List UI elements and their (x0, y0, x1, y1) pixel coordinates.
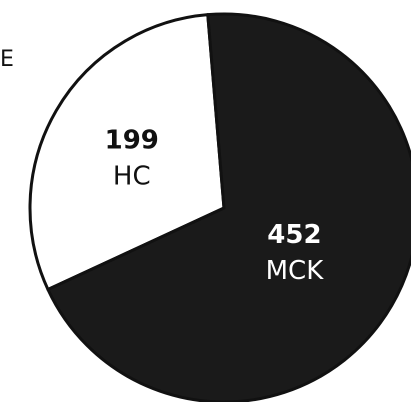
pie-slice-mck (46, 12, 411, 402)
slice-value-hc: 199 (105, 125, 159, 155)
edge-label: E (0, 47, 14, 72)
slice-label-hc: HC (113, 161, 151, 191)
slice-label-mck: MCK (266, 256, 325, 286)
pie-slice-hc (28, 13, 226, 292)
slice-value-mck: 452 (267, 220, 321, 250)
